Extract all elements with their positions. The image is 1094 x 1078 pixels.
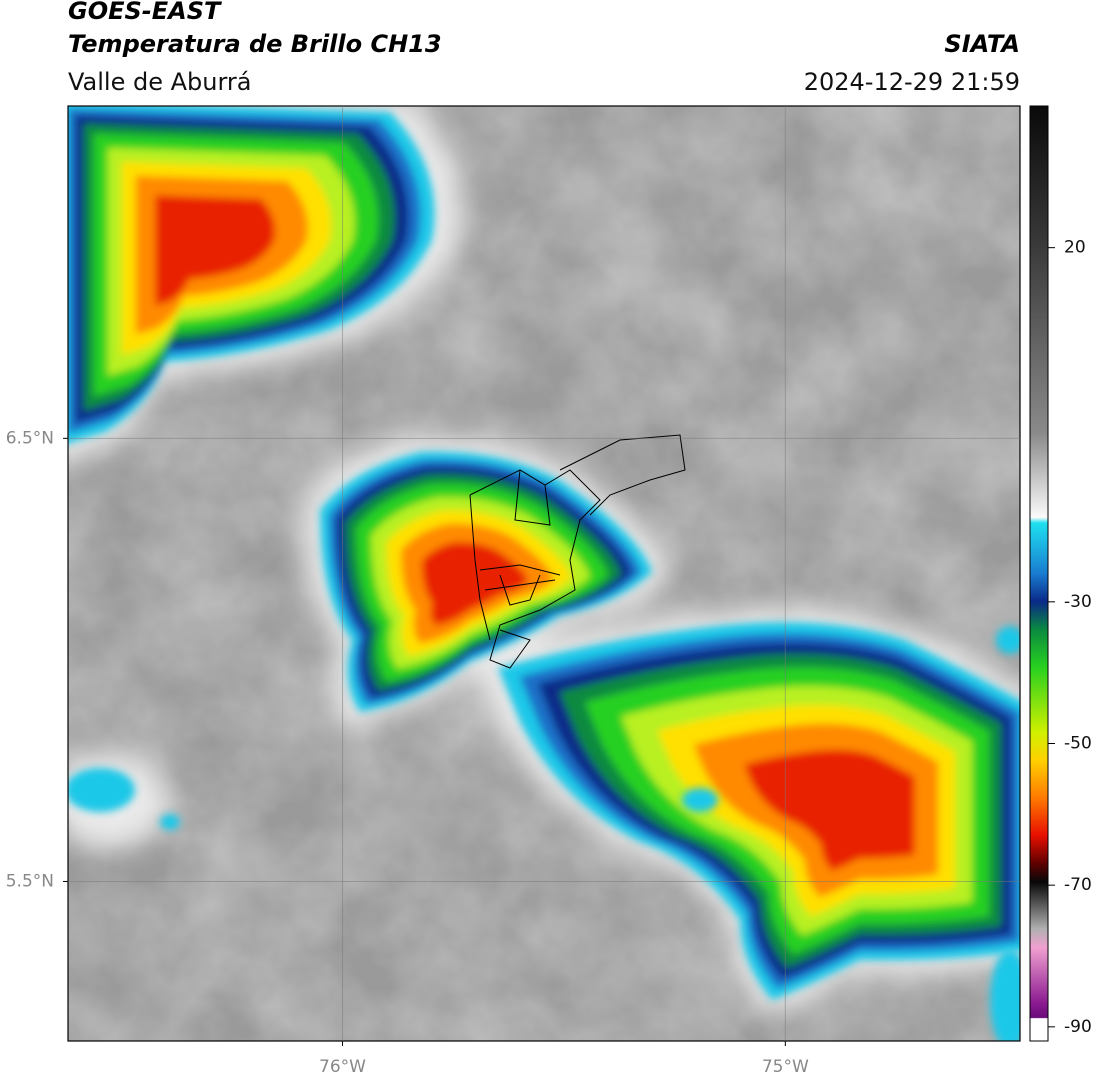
source: SIATA: [944, 30, 1020, 58]
region: Valle de Aburrá: [68, 68, 252, 96]
valley-boundaries: [469, 434, 686, 669]
x-tick-label: 75°W: [762, 1057, 809, 1077]
colorbar-tick-label: -50: [1064, 734, 1092, 754]
map-image: [68, 106, 1020, 1041]
subtitle: Temperatura de Brillo CH13: [68, 30, 442, 58]
colorbar-tick-label: -30: [1064, 592, 1092, 612]
map-frame: [67, 105, 1021, 1042]
colorbar: [1029, 105, 1049, 1042]
timestamp: 2024-12-29 21:59: [804, 68, 1020, 96]
colorbar-tick-label: -90: [1064, 1017, 1092, 1037]
colorbar-tick-label: -70: [1064, 875, 1092, 895]
y-tick-label: 6.5°N: [6, 428, 54, 448]
x-tick-label: 76°W: [319, 1057, 366, 1077]
y-tick-label: 5.5°N: [6, 871, 54, 891]
title: GOES-EAST: [68, 0, 222, 25]
colorbar-tick-label: 20: [1064, 238, 1086, 258]
